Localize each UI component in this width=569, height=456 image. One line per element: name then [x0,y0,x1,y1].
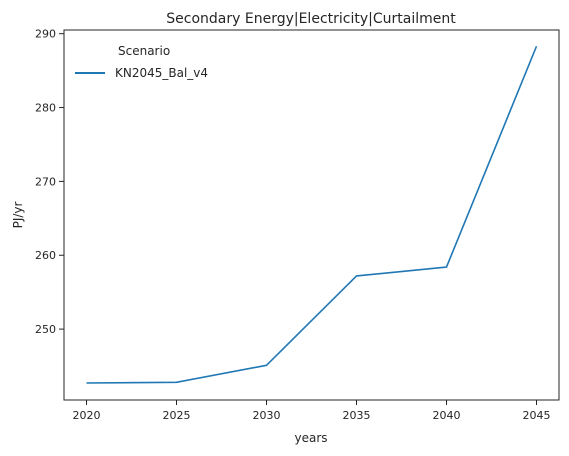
series-line-0 [86,45,538,384]
y-axis-title: PJ/yr [11,202,25,229]
x-tick-label: 2025 [163,409,191,422]
x-axis-title: years [294,431,327,445]
legend-entry: KN2045_Bal_v4 [115,66,208,80]
y-tick-label: 250 [35,323,56,336]
y-tick-label: 280 [35,102,56,115]
legend: Scenario KN2045_Bal_v4 [75,44,208,80]
y-tick-label: 260 [35,249,56,262]
plot-frame [63,29,560,401]
y-tick-label: 290 [35,28,56,41]
x-axis-ticks: 2020 2025 2030 2035 2040 2045 [73,400,551,422]
y-axis-ticks: 250 260 270 280 290 [35,28,64,336]
legend-title: Scenario [118,44,170,58]
chart-title: Secondary Energy|Electricity|Curtailment [166,11,456,27]
y-tick-label: 270 [35,175,56,188]
x-tick-label: 2045 [523,409,551,422]
x-tick-label: 2030 [253,409,281,422]
x-tick-label: 2035 [343,409,371,422]
x-tick-label: 2020 [73,409,101,422]
x-tick-label: 2040 [433,409,461,422]
series-layer [86,45,538,384]
